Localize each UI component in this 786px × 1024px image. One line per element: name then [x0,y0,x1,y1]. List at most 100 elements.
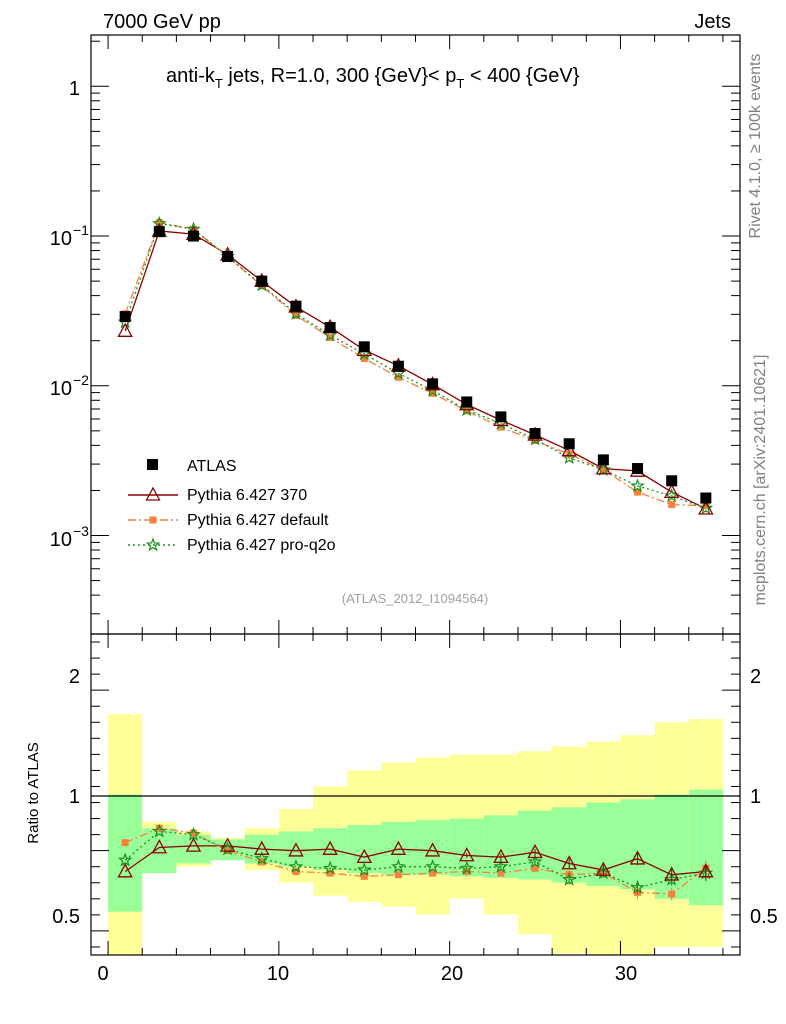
ratio-line-p370 [124,845,706,876]
analysis-watermark: (ATLAS_2012_I1094564) [342,591,488,606]
ratio-point-proq2o [322,860,338,875]
ratio-point-p370 [219,837,236,852]
data-point-atlas [700,492,712,504]
ytick-label-0.1-exp: −1 [73,222,89,238]
ytick-label-0.1: 10 [50,228,72,250]
data-point-default [702,502,710,510]
data-point-default [463,407,471,415]
data-point-default [668,501,676,509]
ratio-series-layer [117,823,714,901]
data-point-atlas [563,438,575,450]
ratio-point-default [497,869,505,877]
ratio-point-proq2o [561,871,577,886]
data-point-atlas [187,230,199,242]
data-point-default [599,466,607,474]
ratio-ytick-label-0.5-right: 0.5 [750,906,778,928]
uncertainty-band-inner [620,799,655,890]
data-point-default [497,423,505,431]
ratio-point-p370 [356,848,373,863]
uncertainty-band-inner [688,789,723,906]
ratio-point-default [394,871,402,879]
ratio-point-default [155,824,163,832]
data-point-p370 [561,442,577,457]
data-point-default [634,488,642,496]
ytick-label-0.01-base: 10 [50,378,72,400]
ratio-point-p370 [424,842,441,857]
ratio-ytick-label-2-right: 2 [750,666,761,688]
ratio-point-p370 [527,843,543,859]
data-point-default [394,373,402,381]
ratio-point-p370 [561,855,577,870]
data-point-atlas [666,475,678,487]
data-point-p370 [117,322,133,337]
ratio-point-default [189,829,197,837]
ratio-ytick-label-0.5: 0.5 [52,906,80,928]
main-series-layer [117,215,714,515]
xtick-label-10: 10 [267,963,289,985]
uncertainty-band-inner [381,821,416,875]
data-point-atlas [392,360,404,372]
legend-item-atlas: ATLAS [147,458,237,475]
data-point-atlas [324,322,336,334]
legend-label-atlas: ATLAS [187,458,237,475]
ratio-point-p370 [322,840,338,855]
data-point-atlas [119,311,131,323]
ratio-point-p370 [663,866,680,881]
ytick-label-0.01-exp: −2 [73,372,89,388]
ratio-point-p370 [390,840,407,855]
ratio-ytick-label-1-right: 1 [750,786,761,808]
data-point-proq2o [698,500,714,515]
series-markers-atlas [119,226,712,504]
ratio-point-proq2o [425,859,440,873]
xtick-label-20: 20 [441,963,463,985]
series-line-proq2o [124,222,707,509]
ratio-point-proq2o [493,859,509,873]
ratio-point-proq2o [151,823,167,838]
ratio-ylabel: Ratio to ATLAS [25,742,42,843]
jets-label: Jets [694,11,731,33]
legend-label-default: Pythia 6.427 default [187,512,329,529]
title-sub-b: T [456,76,464,91]
data-point-p370 [663,483,680,498]
ratio-markers-p370 [117,837,714,882]
title-sub-a: T [215,76,223,91]
ratio-point-p370 [458,847,475,862]
ytick-label-0.1-base: 10 [50,228,72,250]
ratio-ytick-label-2: 2 [69,666,80,688]
ratio-point-proq2o [186,826,201,841]
ratio-point-p370 [493,848,509,863]
ratio-point-proq2o [288,859,304,873]
title-part-b: jets, R=1.0, 300 {GeV}< p [223,65,457,87]
data-point-proq2o [596,462,611,476]
ratio-point-proq2o [527,854,543,869]
uncertainty-band-inner [415,820,450,875]
data-point-proq2o [459,402,475,417]
ratio-axis-ticks [91,634,740,955]
ratio-point-default [668,890,676,898]
data-point-atlas [529,428,541,440]
uncertainty-band-inner [142,828,177,874]
data-point-atlas [256,275,268,287]
legend-marker-default [149,516,157,524]
energy-label: 7000 GeV pp [103,11,221,33]
data-point-atlas [290,300,302,312]
ratio-point-p370 [151,839,168,854]
series-line-p370 [124,230,707,510]
legend-item-default: Pythia 6.427 default [128,512,329,529]
data-point-default [155,219,163,227]
data-point-atlas [632,463,644,475]
data-point-proq2o [322,327,338,342]
ratio-point-proq2o [117,852,133,867]
ratio-y-tick-labels-left: 2 1 0.5 [52,666,80,928]
data-point-atlas [495,411,507,423]
ratio-point-proq2o [254,850,270,865]
data-point-default [189,225,197,233]
ratio-point-p370 [254,840,270,855]
main-title: anti-kT jets, R=1.0, 300 {GeV}< pT < 400… [166,65,580,91]
legend-item-proq2o: Pythia 6.427 pro-q2o [128,537,336,554]
ratio-point-p370 [288,842,304,857]
title-part-c: < 400 {GeV} [464,65,579,87]
legend-marker-proq2o [145,537,161,552]
main-y-tick-labels: 1 10 −1 10 −2 10 −3 [50,78,89,551]
data-point-p370 [698,500,714,515]
